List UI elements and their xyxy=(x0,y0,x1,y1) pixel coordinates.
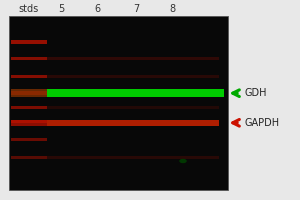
Bar xyxy=(11,156,46,159)
Text: GAPDH: GAPDH xyxy=(244,118,280,128)
Bar xyxy=(46,156,219,159)
Text: 7: 7 xyxy=(134,4,140,14)
Bar xyxy=(11,138,46,141)
Bar xyxy=(11,91,46,95)
Bar xyxy=(9,16,228,190)
Bar xyxy=(46,120,219,126)
Text: stds: stds xyxy=(18,4,39,14)
Bar xyxy=(11,120,46,126)
Bar xyxy=(11,106,46,109)
Text: 5: 5 xyxy=(58,4,64,14)
Bar xyxy=(46,57,219,60)
Text: 6: 6 xyxy=(94,4,100,14)
Bar xyxy=(11,75,46,78)
Bar xyxy=(11,57,46,60)
Bar xyxy=(11,120,46,123)
Bar xyxy=(11,40,46,44)
Text: 8: 8 xyxy=(169,4,175,14)
Bar xyxy=(46,89,224,97)
Bar xyxy=(46,106,219,109)
Text: GDH: GDH xyxy=(244,88,267,98)
Ellipse shape xyxy=(179,159,187,163)
Bar xyxy=(11,89,46,97)
Bar xyxy=(46,75,219,78)
